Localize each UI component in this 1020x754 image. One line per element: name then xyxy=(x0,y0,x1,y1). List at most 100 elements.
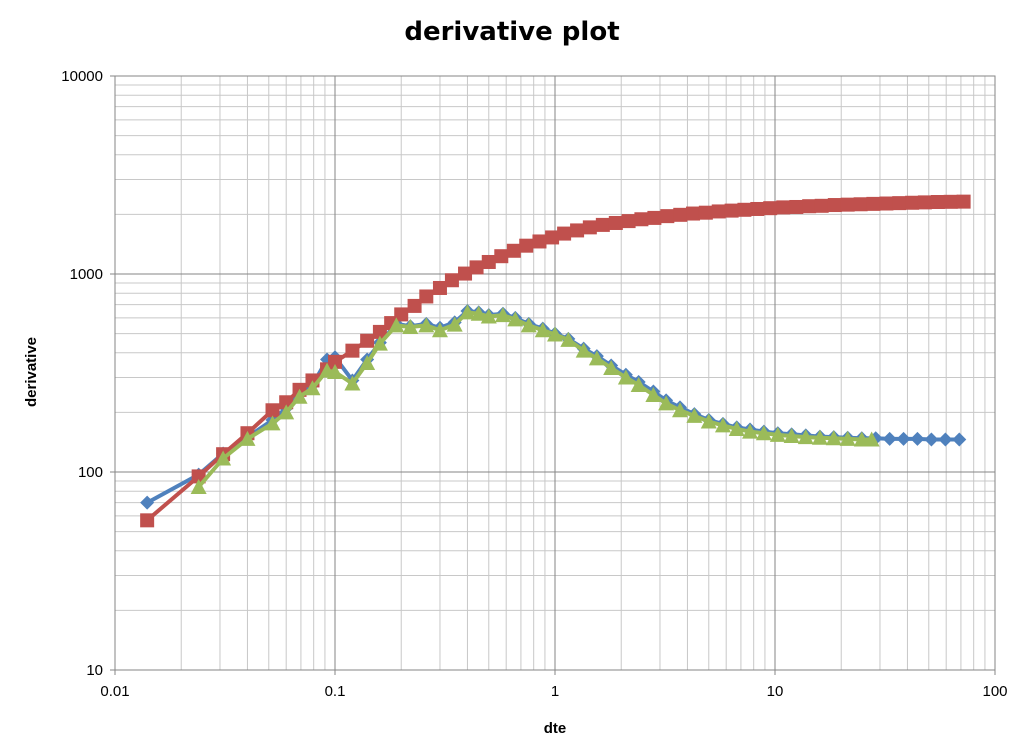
y-tick-label: 10 xyxy=(86,662,103,679)
square-marker xyxy=(444,273,459,288)
square-marker xyxy=(840,197,855,212)
square-marker xyxy=(930,195,945,210)
x-tick-label: 10 xyxy=(767,683,784,700)
series-layer xyxy=(140,194,971,528)
square-marker xyxy=(328,354,342,369)
triangle-marker xyxy=(359,355,376,371)
triangle-marker xyxy=(839,430,856,446)
square-marker xyxy=(345,343,360,358)
plot-area-frame xyxy=(114,75,996,671)
triangle-marker xyxy=(560,331,577,347)
square-marker xyxy=(724,203,739,218)
x-tick-label: 0.01 xyxy=(100,683,129,700)
square-marker xyxy=(827,198,842,213)
square-marker xyxy=(686,206,701,221)
triangle-marker xyxy=(575,342,592,358)
square-marker xyxy=(750,201,765,216)
square-marker xyxy=(372,324,387,339)
x-tick-labels: 0.01 0.1 1 10 100 xyxy=(100,683,1007,700)
square-marker xyxy=(621,214,636,229)
square-marker xyxy=(407,298,422,313)
y-tick-label: 100 xyxy=(78,464,103,481)
square-marker xyxy=(789,199,804,214)
triangle-marker xyxy=(630,377,647,393)
x-axis-title: dte xyxy=(544,720,567,737)
diamond-marker xyxy=(910,431,925,446)
series-2 xyxy=(140,194,971,528)
square-marker xyxy=(737,202,752,217)
triangle-marker xyxy=(327,363,343,379)
square-marker xyxy=(458,266,473,281)
square-marker xyxy=(853,197,868,212)
square-marker xyxy=(698,205,713,220)
triangle-marker xyxy=(494,307,511,323)
triangle-marker xyxy=(547,326,563,342)
series-3 xyxy=(190,304,880,494)
square-marker xyxy=(608,215,623,230)
triangle-marker xyxy=(645,386,662,402)
square-marker xyxy=(265,403,280,418)
square-marker xyxy=(943,194,958,209)
triangle-marker xyxy=(797,429,814,445)
triangle-marker xyxy=(291,388,308,404)
triangle-marker xyxy=(446,316,463,332)
diamond-marker xyxy=(924,432,939,447)
square-marker xyxy=(595,217,610,232)
x-tick-label: 0.1 xyxy=(325,683,346,700)
triangle-marker xyxy=(371,335,388,351)
square-marker xyxy=(763,201,778,216)
diamond-marker xyxy=(952,432,967,447)
triangle-marker xyxy=(658,395,675,411)
square-marker xyxy=(673,207,688,222)
square-marker xyxy=(557,226,572,241)
square-marker xyxy=(879,196,894,211)
square-marker xyxy=(545,230,560,245)
triangle-marker xyxy=(588,350,605,366)
square-marker xyxy=(494,249,509,264)
triangle-marker xyxy=(603,360,620,376)
triangle-marker xyxy=(507,311,524,327)
triangle-marker xyxy=(459,304,476,320)
triangle-marker xyxy=(470,305,487,321)
triangle-marker xyxy=(863,431,880,447)
triangle-marker xyxy=(714,417,731,433)
diamond-marker xyxy=(938,432,953,447)
triangle-marker xyxy=(344,375,361,391)
square-marker xyxy=(532,234,547,249)
triangle-marker xyxy=(388,317,405,333)
square-marker xyxy=(519,238,534,253)
square-marker xyxy=(360,333,375,348)
square-marker xyxy=(917,195,932,210)
triangle-marker xyxy=(278,404,295,420)
triangle-marker xyxy=(769,426,786,442)
diamond-marker xyxy=(140,495,155,510)
x-tick-label: 1 xyxy=(551,683,559,700)
triangle-marker xyxy=(239,430,256,446)
square-marker xyxy=(647,210,662,225)
y-axis-title: derivative xyxy=(23,337,40,407)
y-tick-labels: 10 100 1000 10000 xyxy=(61,68,103,679)
square-marker xyxy=(802,199,817,214)
diamond-marker xyxy=(882,431,897,446)
triangle-marker xyxy=(215,450,232,466)
square-marker xyxy=(419,289,434,304)
chart-title: derivative plot xyxy=(404,17,619,47)
triangle-marker xyxy=(617,369,634,385)
diamond-marker xyxy=(896,431,911,446)
square-marker xyxy=(866,196,881,211)
triangle-marker xyxy=(825,430,842,446)
square-marker xyxy=(469,260,484,275)
triangle-marker xyxy=(811,429,828,445)
triangle-marker xyxy=(755,425,772,441)
square-marker xyxy=(892,196,907,211)
square-marker xyxy=(814,198,829,213)
triangle-marker xyxy=(534,322,551,338)
triangle-marker xyxy=(742,423,759,439)
triangle-marker xyxy=(402,318,419,334)
triangle-marker xyxy=(520,317,537,333)
square-marker xyxy=(582,220,597,235)
square-marker xyxy=(634,212,649,227)
square-marker xyxy=(776,200,791,215)
triangle-marker xyxy=(686,407,703,423)
